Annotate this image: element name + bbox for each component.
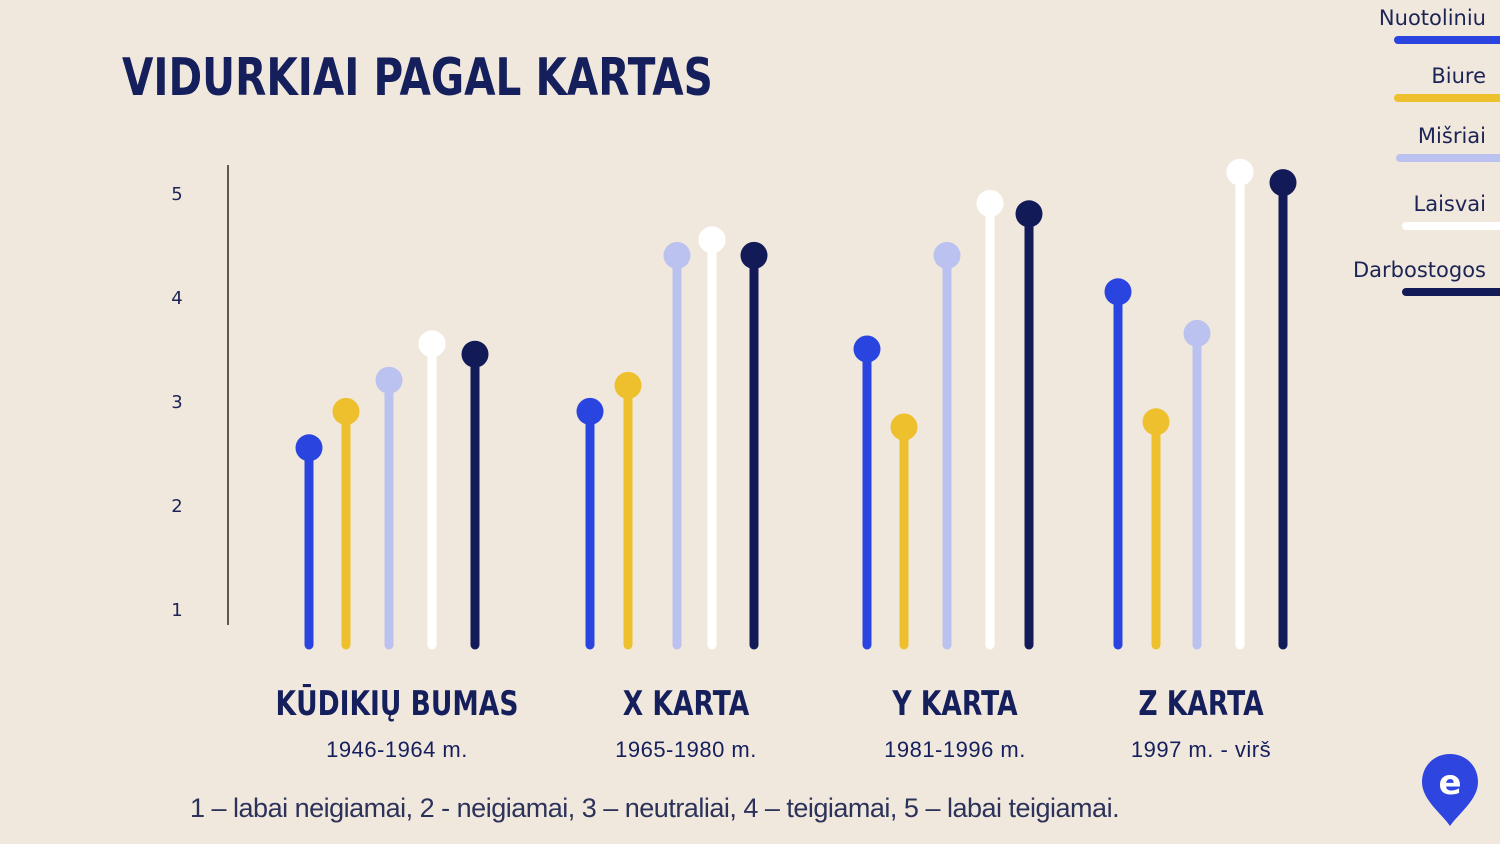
lollipop-point [1104,278,1132,306]
lollipop-point [1142,408,1170,436]
logo: e [1420,752,1480,833]
y-tick-label: 2 [171,496,182,517]
lollipop-point [1269,169,1297,197]
legend-label: Biure [1431,64,1486,88]
lollipop-point [740,241,768,269]
category-sublabel: 1965-1980 m. [615,737,757,762]
lollipop-point [933,241,961,269]
category-label: X KARTA [623,685,750,724]
logo-letter: e [1438,763,1461,803]
lollipop-point [663,241,691,269]
lollipop-point [890,413,918,441]
category-label: Z KARTA [1138,685,1264,724]
lollipop-point [976,189,1004,217]
legend-label: Nuotoliniu [1378,6,1486,30]
chart-legend: Nuotoliniu Biure Mišriai Laisvai Darbostogos [1300,0,1500,320]
legend-item: Nuotoliniu [1330,6,1500,44]
category-sublabel: 1981-1996 m. [884,737,1026,762]
legend-label: Laisvai [1413,192,1486,216]
legend-swatch [1402,288,1500,296]
scale-footnote: 1 – labai neigiamai, 2 - neigiamai, 3 – … [190,793,1120,823]
lollipop-point [853,335,881,363]
lollipop-point [461,340,489,368]
legend-swatch [1394,36,1500,44]
y-tick-label: 4 [171,288,182,309]
lollipop-point [1226,158,1254,186]
y-tick-label: 5 [171,184,182,205]
location-pin-e-icon: e [1422,754,1478,826]
legend-item: Laisvai [1330,192,1500,230]
legend-swatch [1396,154,1500,162]
y-tick-label: 3 [171,392,182,413]
category-sublabel: 1997 m. - virš [1131,737,1271,762]
category-sublabel: 1946-1964 m. [326,737,468,762]
lollipop-point [576,397,604,425]
page-title: VIDURKIAI PAGAL KARTAS [122,48,713,108]
legend-item: Biure [1330,64,1500,102]
legend-swatch [1394,94,1500,102]
lollipop-point [1015,200,1043,228]
category-label: KŪDIKIŲ BUMAS [276,684,519,724]
legend-label: Darbostogos [1353,258,1486,282]
lollipop-point [1183,319,1211,347]
lollipop-point [332,397,360,425]
legend-swatch [1402,222,1500,230]
lollipop-point [614,371,642,399]
category-label: Y KARTA [891,685,1017,724]
lollipop-point [295,434,323,462]
y-tick-label: 1 [171,600,182,621]
lollipop-point [375,366,403,394]
legend-label: Mišriai [1417,124,1486,148]
lollipop-point [698,226,726,254]
legend-item: Mišriai [1330,124,1500,162]
lollipop-point [418,330,446,358]
legend-item: Darbostogos [1330,258,1500,296]
